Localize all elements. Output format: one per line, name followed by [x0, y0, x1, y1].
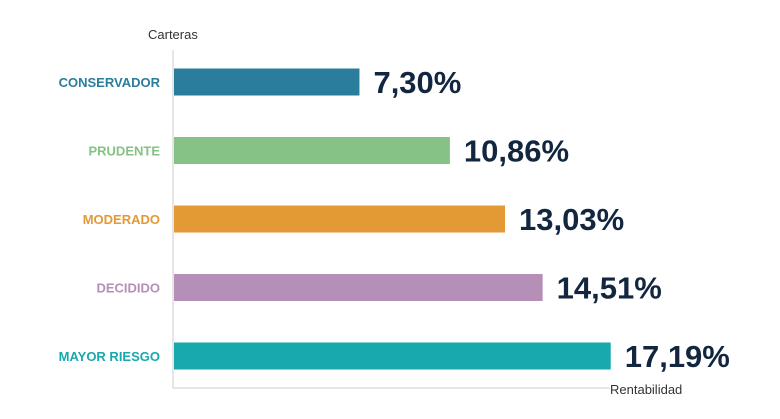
category-label: MODERADO [83, 212, 160, 227]
bar [174, 205, 506, 233]
value-label: 10,86% [464, 134, 569, 169]
bars-group: CONSERVADOR 7,30% PRUDENTE 10,86% MODERADO 13… [59, 65, 730, 374]
x-axis-title: Rentabilidad [610, 382, 682, 397]
value-label: 14,51% [557, 271, 662, 306]
bar [174, 137, 450, 164]
value-label: 13,03% [519, 202, 624, 237]
category-label: CONSERVADOR [59, 75, 161, 90]
category-label: DECIDIDO [96, 281, 160, 296]
value-label: 17,19% [625, 339, 730, 374]
bar [174, 274, 543, 301]
bar [174, 68, 360, 96]
value-label: 7,30% [373, 65, 461, 100]
category-label: MAYOR RIESGO [59, 349, 160, 364]
category-label: PRUDENTE [88, 144, 160, 159]
bar [174, 342, 611, 370]
y-axis-title: Carteras [148, 27, 198, 42]
